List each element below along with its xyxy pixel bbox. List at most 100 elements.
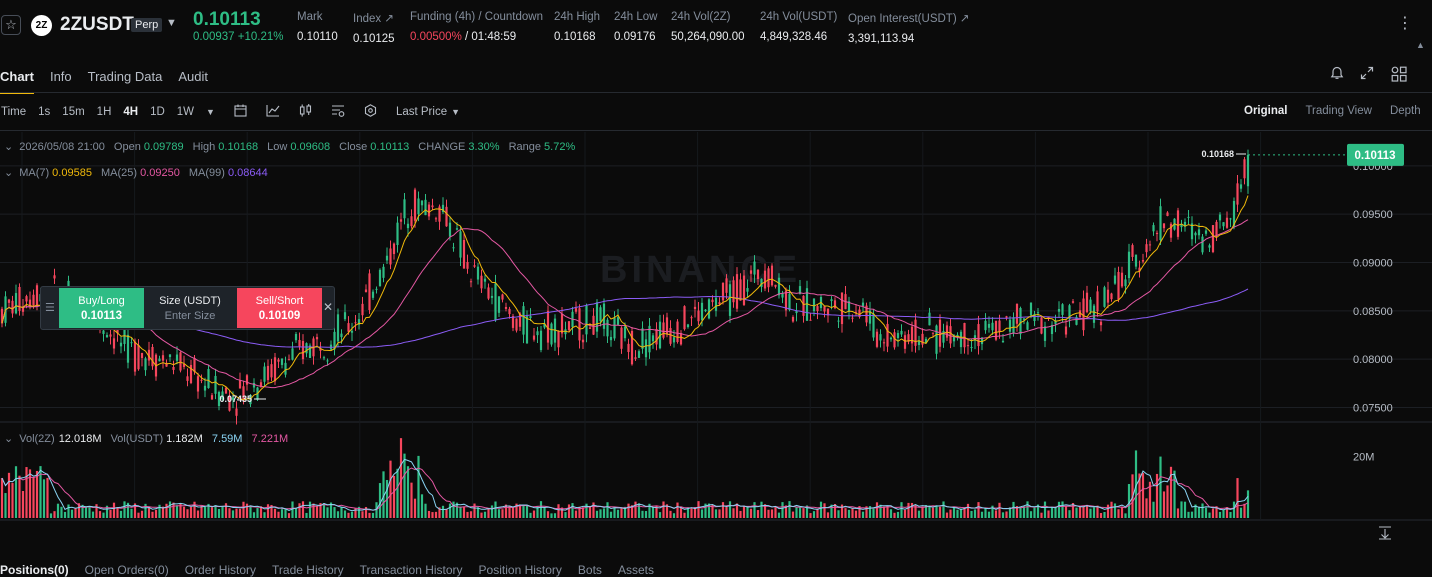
volume-ma2-line xyxy=(1,467,1249,511)
volume-bar xyxy=(784,505,788,518)
candle-body xyxy=(1075,316,1078,325)
volume-bar xyxy=(322,503,326,518)
volume-bar xyxy=(1071,503,1075,518)
layout-grid-icon[interactable] xyxy=(1391,66,1407,86)
candle-body xyxy=(1057,308,1061,312)
candle-body xyxy=(753,261,756,275)
scroll-to-latest-icon[interactable] xyxy=(1378,526,1392,543)
view-trading-view[interactable]: Trading View xyxy=(1305,105,1372,117)
candle-body xyxy=(1078,310,1082,317)
candle-style-icon[interactable] xyxy=(299,104,312,120)
volume-bar xyxy=(343,510,347,518)
tab-order-history[interactable]: Order History xyxy=(184,563,257,577)
volume-bar xyxy=(592,502,595,518)
volume-bar xyxy=(910,502,914,518)
candle-body xyxy=(298,340,301,347)
stat-label: Funding (4h) / Countdown xyxy=(410,11,543,23)
tab-trading-data[interactable]: Trading Data xyxy=(87,69,163,84)
interval-1w[interactable]: 1W xyxy=(176,106,195,118)
fullscreen-icon[interactable] xyxy=(1360,66,1374,84)
volume-bar xyxy=(781,502,784,518)
volume-bar xyxy=(165,503,168,518)
vol-ma2-value: 7.221M xyxy=(251,433,289,445)
candle-body xyxy=(669,328,672,344)
tab-transaction-history[interactable]: Transaction History xyxy=(359,563,463,577)
candle-body xyxy=(186,376,189,381)
buy-long-button[interactable]: Buy/Long 0.10113 xyxy=(59,288,144,328)
volume-bar xyxy=(67,504,70,518)
legend-collapse-icon[interactable]: ⌄ xyxy=(4,433,14,445)
candle-body xyxy=(991,322,994,331)
volume-bar xyxy=(1008,507,1012,518)
candle-body xyxy=(690,317,693,319)
volume-bar xyxy=(1176,508,1180,518)
volume-bar xyxy=(42,479,46,518)
price-type-dropdown-icon[interactable]: ▼ xyxy=(451,107,461,117)
volume-bar xyxy=(557,504,560,518)
interval-dropdown-icon[interactable]: ▼ xyxy=(206,107,215,117)
tab-position-history[interactable]: Position History xyxy=(478,563,562,577)
interval-1d[interactable]: 1D xyxy=(150,106,165,118)
symbol-name[interactable]: 2ZUSDT xyxy=(60,14,134,35)
legend-collapse-icon[interactable]: ⌄ xyxy=(4,141,14,153)
interval-time[interactable]: Time xyxy=(1,106,27,118)
candle-body xyxy=(697,310,700,322)
volume-bar xyxy=(1201,503,1204,518)
volume-bar xyxy=(994,510,998,518)
volume-bar xyxy=(392,475,396,518)
price-type-select[interactable]: Last Price xyxy=(395,106,448,118)
tab-trade-history[interactable]: Trade History xyxy=(272,563,344,577)
interval-1h[interactable]: 1H xyxy=(96,106,112,118)
tab-assets[interactable]: Assets xyxy=(617,563,654,577)
volume-bar xyxy=(427,510,431,518)
view-original[interactable]: Original xyxy=(1244,105,1288,117)
drawing-tools-icon[interactable] xyxy=(331,104,345,120)
view-depth[interactable]: Depth xyxy=(1389,105,1421,117)
volume-bar xyxy=(21,490,25,518)
volume-bar xyxy=(217,508,221,518)
tab-bots[interactable]: Bots xyxy=(577,563,602,577)
volusdt-label: Vol(USDT) xyxy=(110,433,164,445)
candle-body xyxy=(1113,275,1117,284)
more-icon[interactable]: ⋮ xyxy=(1397,15,1413,32)
candle-body xyxy=(781,293,784,298)
candle-body xyxy=(826,308,830,316)
candle-body xyxy=(529,316,532,319)
legend-collapse-icon[interactable]: ⌄ xyxy=(4,167,14,179)
volume-bar xyxy=(28,469,32,518)
volume-bar xyxy=(693,507,697,518)
settings-icon[interactable] xyxy=(364,104,377,120)
volume-bar xyxy=(1047,510,1050,518)
indicator-icon[interactable] xyxy=(266,104,280,120)
volume-bar xyxy=(595,510,599,518)
stat-value: 0.10125 xyxy=(353,33,395,45)
stat-funding: Funding (4h) / Countdown 0.00500% / 01:4… xyxy=(410,11,543,43)
stat-open-interest[interactable]: Open Interest(USDT) ↗ 3,391,113.94 xyxy=(848,11,969,45)
interval-4h[interactable]: 4H xyxy=(123,106,139,118)
sell-short-button[interactable]: Sell/Short 0.10109 xyxy=(237,288,322,328)
tab-info[interactable]: Info xyxy=(49,69,72,84)
calendar-icon[interactable] xyxy=(234,104,247,120)
candle-body xyxy=(851,317,854,319)
candle-body xyxy=(151,346,154,367)
close-icon[interactable]: ✕ xyxy=(323,300,334,314)
tab-chart[interactable]: Chart xyxy=(0,62,34,94)
stat-value: 3,391,113.94 xyxy=(848,33,915,45)
bell-icon[interactable] xyxy=(1330,66,1344,85)
corner-expand-icon[interactable]: ▲ xyxy=(1416,40,1425,50)
candle-body xyxy=(847,301,851,312)
symbol-dropdown-icon[interactable]: ▼ xyxy=(166,17,177,29)
volume-bar xyxy=(1106,504,1110,518)
stat-index[interactable]: Index ↗ 0.10125 xyxy=(353,11,395,45)
interval-15m[interactable]: 15m xyxy=(62,106,85,118)
drag-handle-icon[interactable]: ☰ xyxy=(45,302,55,314)
size-input[interactable] xyxy=(148,309,232,323)
high-marker-label: 0.10168 xyxy=(1201,149,1234,159)
candle-body xyxy=(935,325,938,354)
tab-positions[interactable]: Positions(0) xyxy=(0,563,69,577)
tab-open-orders[interactable]: Open Orders(0) xyxy=(84,563,169,577)
tab-audit[interactable]: Audit xyxy=(178,69,208,84)
star-icon[interactable]: ☆ xyxy=(1,15,21,35)
candle-body xyxy=(179,352,182,371)
interval-1s[interactable]: 1s xyxy=(38,106,51,118)
